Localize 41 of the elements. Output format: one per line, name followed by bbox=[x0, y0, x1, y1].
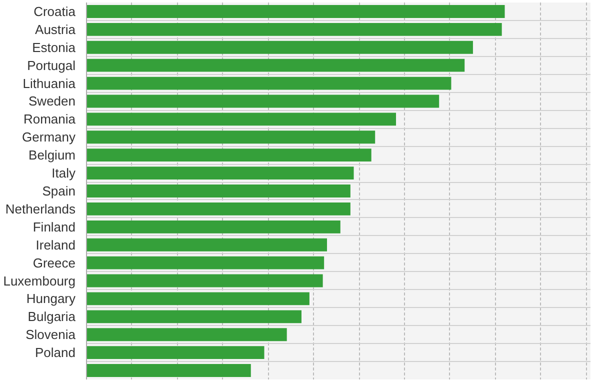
bar bbox=[86, 310, 302, 324]
y-tick-label: Hungary bbox=[26, 291, 76, 306]
bar bbox=[86, 166, 354, 180]
bar bbox=[86, 22, 502, 36]
y-tick-label: Germany bbox=[22, 130, 76, 145]
y-tick-label: Slovenia bbox=[26, 327, 76, 342]
y-tick-label: Portugal bbox=[27, 58, 76, 73]
bar bbox=[86, 256, 324, 270]
y-tick-label: Ireland bbox=[36, 237, 76, 252]
bar bbox=[86, 220, 340, 234]
bar bbox=[86, 292, 310, 306]
bar bbox=[86, 58, 465, 72]
y-tick-label: Italy bbox=[52, 166, 76, 181]
y-tick-label: Belgium bbox=[28, 148, 76, 163]
bar bbox=[86, 148, 372, 162]
y-tick-label: Estonia bbox=[32, 40, 76, 55]
y-tick-label: Romania bbox=[23, 112, 76, 127]
y-tick-label: Spain bbox=[42, 184, 76, 198]
bar bbox=[86, 328, 287, 342]
y-tick-label: Croatia bbox=[34, 4, 76, 19]
y-tick-label: Greece bbox=[32, 255, 76, 270]
bar bbox=[86, 76, 452, 90]
bar bbox=[86, 5, 505, 18]
bar bbox=[86, 184, 350, 198]
bar bbox=[86, 94, 440, 108]
y-tick-label: Bulgaria bbox=[28, 309, 76, 324]
bar bbox=[86, 40, 473, 54]
y-tick-label: Austria bbox=[35, 22, 76, 37]
y-tick-label: Luxembourg bbox=[3, 273, 76, 288]
y-tick-label: Poland bbox=[35, 345, 76, 360]
bar bbox=[86, 274, 323, 288]
bar bbox=[86, 202, 350, 216]
y-tick-label: Sweden bbox=[28, 94, 76, 109]
y-tick-label: Netherlands bbox=[5, 201, 76, 216]
bar bbox=[86, 130, 376, 144]
y-tick-label: Lithuania bbox=[22, 76, 76, 91]
bar bbox=[86, 364, 251, 377]
y-tick-label: Finland bbox=[32, 219, 76, 234]
bar bbox=[86, 346, 264, 360]
bar bbox=[86, 238, 327, 252]
bar bbox=[86, 112, 396, 126]
